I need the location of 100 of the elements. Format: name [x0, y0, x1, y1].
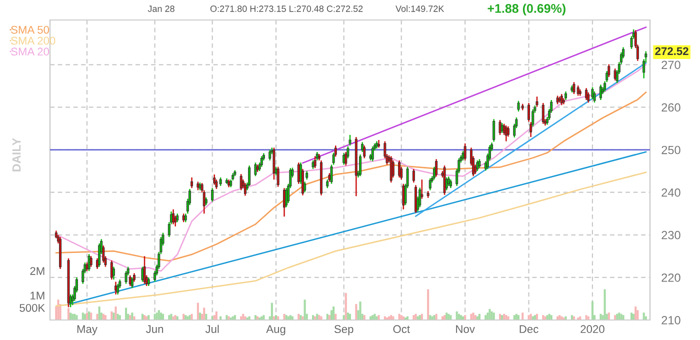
candlestick [190, 176, 194, 189]
bar [198, 312, 202, 320]
x-tick-label: 2020 [580, 325, 604, 334]
x-tick-label: Oct [393, 325, 410, 334]
candlestick [498, 119, 502, 136]
y-tick-label: 260 [662, 103, 680, 112]
bar [196, 302, 199, 320]
candlestick [215, 178, 218, 190]
candlestick [330, 164, 333, 184]
bar [630, 312, 633, 320]
bar [330, 310, 333, 320]
candlestick [398, 160, 401, 178]
x-tick-label: Jul [205, 324, 219, 334]
candlestick [435, 158, 438, 178]
bar [484, 315, 487, 320]
candlestick [476, 160, 479, 172]
bar [125, 308, 128, 320]
x-tick-label: Aug [266, 325, 286, 336]
y2-tick-label: 2M [30, 267, 44, 275]
bar [636, 310, 639, 320]
bar [215, 311, 218, 320]
candlestick [314, 156, 316, 169]
candlestick [361, 142, 364, 153]
y-tick-label: 230 [662, 230, 680, 240]
bar [492, 312, 495, 320]
candlestick [462, 150, 464, 162]
candlestick [517, 100, 520, 112]
bar [622, 315, 624, 320]
bar [642, 312, 645, 320]
candlestick [536, 96, 538, 108]
bar [490, 311, 493, 320]
candlestick [124, 270, 128, 284]
candlestick [301, 168, 304, 196]
bar [522, 312, 524, 320]
candlestick [412, 168, 415, 184]
text: Jan 28 [148, 6, 174, 12]
candlestick [576, 84, 580, 96]
bar [591, 301, 594, 320]
candlestick [506, 126, 510, 138]
candlestick [116, 283, 120, 296]
bar [143, 315, 146, 320]
candlestick [211, 187, 214, 202]
bar [456, 311, 458, 320]
y2-tick-label: 500K [20, 304, 46, 312]
candlestick [390, 156, 392, 184]
bar [114, 306, 117, 320]
bar [168, 315, 170, 320]
candlestick [332, 152, 335, 166]
candlestick [102, 244, 105, 264]
x-tick-label: Jun [146, 325, 164, 334]
candlestick [428, 178, 432, 191]
bar [158, 310, 160, 320]
candlestick [608, 64, 610, 78]
text: +1.88 (0.69%) [488, 4, 566, 16]
bar [312, 315, 314, 320]
bar [486, 312, 489, 320]
candlestick [130, 276, 134, 289]
bar [104, 315, 107, 320]
y-tick-label: 250 [662, 146, 680, 154]
candlestick [560, 93, 563, 106]
bar [359, 302, 362, 320]
candlestick [392, 160, 394, 178]
bar [517, 315, 520, 320]
bar [412, 315, 415, 320]
candlestick [363, 144, 366, 159]
candlestick [348, 134, 352, 146]
bar [344, 292, 347, 320]
legend-label: SMA 200 [11, 36, 56, 45]
x-tick-label: Dec [520, 325, 538, 334]
line-series [55, 92, 647, 262]
bar [254, 315, 257, 320]
bar [170, 314, 172, 320]
text: 272.52 [655, 47, 688, 56]
bar [414, 314, 417, 320]
bar [203, 308, 206, 320]
bar [342, 315, 345, 320]
candlestick [110, 260, 113, 280]
candlestick [272, 147, 276, 180]
x-tick-label: May [77, 325, 98, 336]
candlestick [371, 146, 374, 162]
y2-tick-label: 1M [30, 292, 44, 300]
y-tick-label: 240 [662, 188, 680, 197]
candlestick [276, 166, 280, 188]
candlestick [591, 86, 594, 100]
candlestick [599, 84, 602, 101]
bar [270, 302, 273, 320]
text: O:271.80 H:273.15 L:270.48 C:272.52 [210, 6, 363, 12]
candlestick [542, 102, 544, 124]
bar [470, 314, 472, 320]
bar [67, 308, 70, 320]
candlestick [98, 242, 101, 268]
bar [86, 312, 88, 320]
x-tick-label: Nov [456, 325, 475, 334]
bar [160, 312, 162, 320]
bar [96, 314, 98, 320]
bar [346, 312, 349, 320]
bar [332, 306, 335, 320]
legend-label: SMA 20 [11, 48, 50, 56]
bar [131, 312, 134, 320]
candlestick [143, 256, 146, 284]
